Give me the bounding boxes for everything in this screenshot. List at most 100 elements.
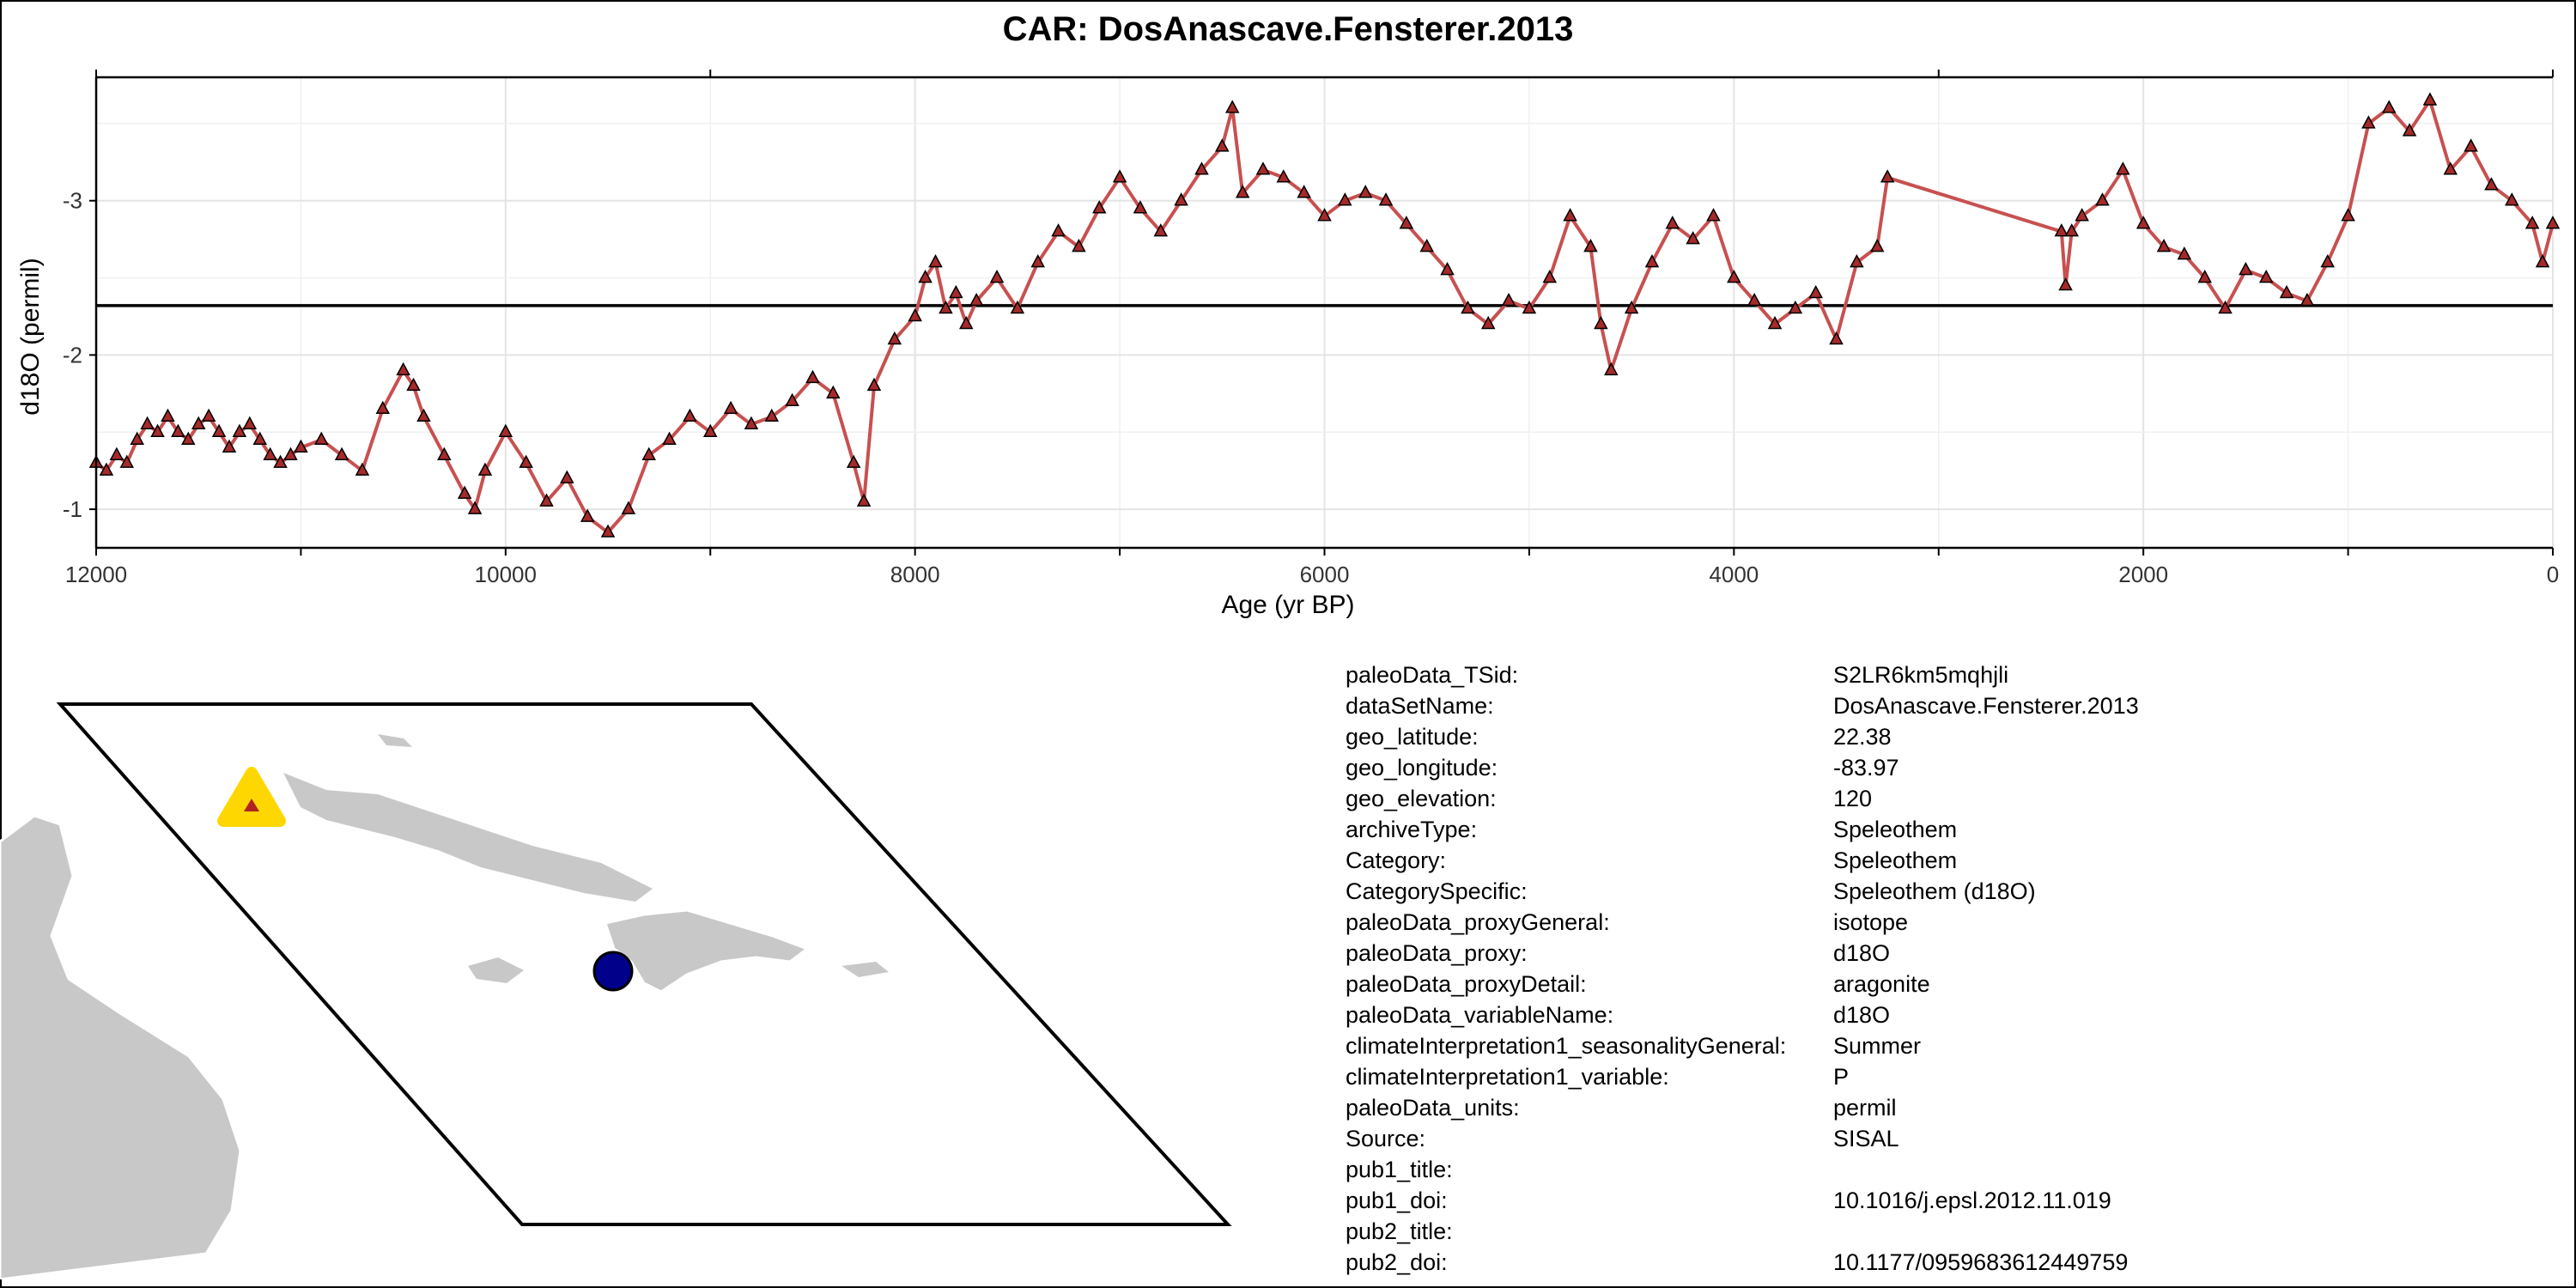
metadata-key: geo_longitude: [1346,755,1498,781]
data-point [1224,100,1240,113]
data-point [1297,185,1311,198]
site-triangle-outer [217,767,286,827]
data-point [1594,315,1608,330]
metadata-value: Speleothem [1833,848,1958,873]
site-map [0,702,1232,1279]
data-point [826,385,841,399]
data-point [1399,216,1414,229]
data-point [2443,161,2458,175]
data-point [2464,138,2478,152]
data-point [949,284,963,299]
data-point [1644,254,1660,268]
data-point [1091,200,1107,214]
data-point [1112,169,1127,183]
data-point [2116,161,2130,175]
data-point [2361,115,2376,129]
land-bahamas [378,734,412,747]
data-point [171,423,185,437]
data-point [2505,192,2519,206]
data-point [1153,223,1169,237]
data-point [1583,239,1598,252]
data-point [723,400,738,415]
data-point [2524,216,2540,229]
metadata-value: isotope [1833,909,1909,935]
y-axis-label: d18O (permil) [16,258,45,416]
x-tick-label: 12000 [65,562,127,587]
data-point [498,423,513,437]
data-point [785,392,799,407]
data-point [1686,231,1700,245]
data-point [140,416,155,430]
data-point [263,447,277,460]
data-point [2320,254,2335,268]
data-point [355,462,370,476]
data-point [1338,192,1352,206]
data-point [2239,262,2253,276]
data-point [2156,239,2172,252]
data-point [1072,239,1086,252]
data-point [1235,185,1250,198]
land-cuba [283,773,653,902]
data-point [744,416,759,430]
data-point [477,462,493,476]
x-tick-label: 2000 [2118,562,2168,587]
data-point [1358,185,1373,198]
data-point [959,315,974,330]
data-point [600,524,616,538]
metadata-key: geo_latitude: [1346,724,1479,750]
metadata-value: 10.1016/j.epsl.2012.11.019 [1833,1188,2111,1213]
metadata-value: permil [1833,1095,1897,1121]
metadata-key: pub1_title: [1346,1157,1453,1182]
x-tick-label: 6000 [1300,562,1350,587]
x-tick-label: 10000 [475,562,537,587]
data-point [1869,239,1885,252]
data-point [969,292,984,307]
metadata-value: Speleothem (d18O) [1833,878,2036,904]
data-point [1808,284,1823,299]
data-point [1030,254,1045,268]
data-point [641,447,656,460]
data-point [119,454,135,468]
data-point [109,447,125,460]
data-point [2422,92,2438,106]
data-point [560,470,574,483]
data-point [856,493,872,507]
data-point [2054,223,2069,237]
data-point [887,331,902,345]
data-point [1480,315,1496,330]
data-point [1317,208,1332,222]
data-point [1010,300,1025,314]
metadata-value: P [1833,1064,1850,1090]
metadata-value: -83.97 [1833,755,1899,781]
data-point [918,269,933,283]
timeseries-chart: 12000 10000 8000 6000 4000 2000 0 -1 -2 -3 [63,70,2561,587]
data-point [702,423,718,437]
data-point [252,431,267,445]
data-point [1563,208,1577,222]
site-triangle-inner [244,799,259,811]
data-point [1276,169,1291,183]
data-point [2545,216,2561,229]
data-point [683,408,697,422]
data-point [283,447,298,460]
metadata-value: S2LR6km5mqhjli [1833,662,2009,688]
metadata-key: paleoData_TSid: [1346,662,1519,688]
data-point [375,400,391,415]
data-point [2075,208,2089,222]
data-point [989,269,1005,283]
data-point [2064,223,2079,237]
data-point [334,447,349,460]
data-point [1461,300,1475,314]
metadata-key: Category: [1346,848,1447,873]
metadata-value: 22.38 [1833,724,1892,750]
data-point [1604,361,1619,376]
data-point [1501,292,1516,307]
data-point [181,431,196,445]
data-point [211,423,227,437]
metadata-value: Speleothem [1833,817,1958,842]
metadata-value: SISAL [1833,1126,1899,1151]
metadata-key: paleoData_proxyGeneral: [1346,909,1610,935]
data-point [1255,161,1271,175]
metadata-value: 10.1177/0959683612449759 [1833,1249,2129,1275]
metadata-value: d18O [1833,1002,1891,1028]
